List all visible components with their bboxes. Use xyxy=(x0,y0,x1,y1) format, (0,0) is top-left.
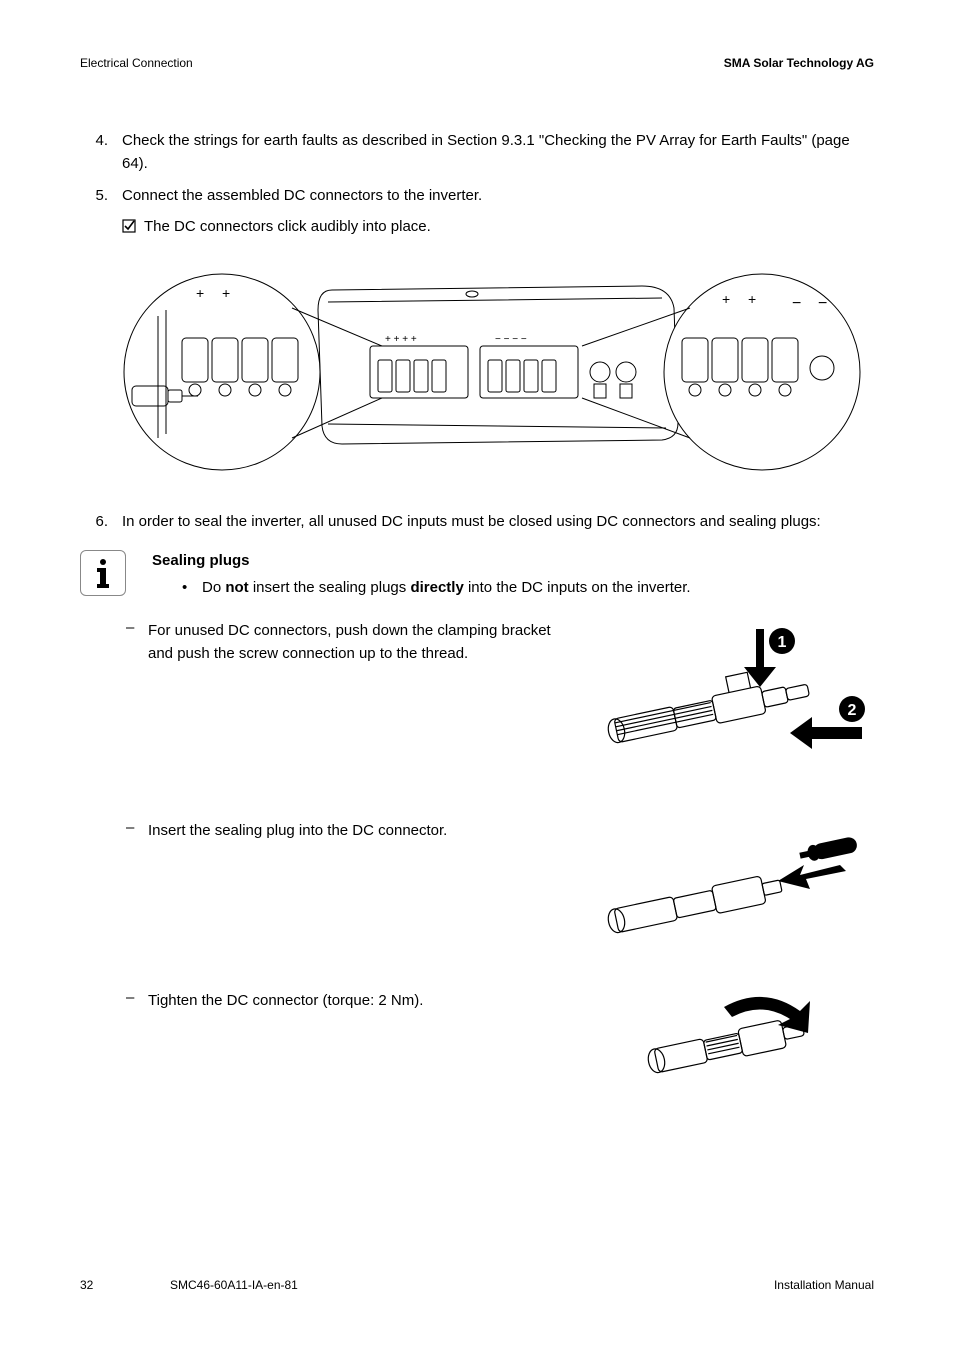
list-number: 5. xyxy=(80,185,122,238)
svg-text:+: + xyxy=(748,291,756,307)
footer-label: Installation Manual xyxy=(774,1278,874,1292)
connector-push-diagram: 1 2 xyxy=(594,619,874,799)
bullet-icon: • xyxy=(182,577,202,600)
dash-icon: – xyxy=(122,989,148,1006)
list-item-6: 6. In order to seal the inverter, all un… xyxy=(80,511,874,534)
tighten-diagram xyxy=(594,989,874,1099)
list-number: 6. xyxy=(80,511,122,534)
info-body: Sealing plugs • Do not insert the sealin… xyxy=(152,550,874,600)
svg-text:−: − xyxy=(792,295,801,312)
svg-text:+: + xyxy=(722,291,730,307)
minus-label: − − − − xyxy=(495,334,527,345)
svg-text:+: + xyxy=(222,285,230,301)
substep-text: For unused DC connectors, push down the … xyxy=(148,619,594,666)
header-section: Electrical Connection xyxy=(80,56,193,70)
inverter-connectors-diagram: + + + + − − − − + + + + − xyxy=(122,268,862,476)
dash-icon: – xyxy=(122,619,148,636)
svg-text:2: 2 xyxy=(848,702,857,719)
list-body: Connect the assembled DC connectors to t… xyxy=(122,185,874,238)
check-text: The DC connectors click audibly into pla… xyxy=(144,216,431,239)
substep-3: – Tighten the DC connector (torque: 2 Nm… xyxy=(122,989,874,1109)
svg-text:1: 1 xyxy=(778,634,787,651)
info-box: Sealing plugs • Do not insert the sealin… xyxy=(80,550,874,600)
svg-text:+: + xyxy=(196,285,204,301)
checkbox-checked-icon xyxy=(122,219,136,233)
substep-2: – Insert the sealing plug into the DC co… xyxy=(122,819,874,979)
info-title: Sealing plugs xyxy=(152,552,874,569)
list-text: Check the strings for earth faults as de… xyxy=(122,130,874,175)
footer-doc: SMC46-60A11-IA-en-81 xyxy=(170,1278,298,1292)
check-line: The DC connectors click audibly into pla… xyxy=(122,216,874,239)
page-footer: 32 SMC46-60A11-IA-en-81 Installation Man… xyxy=(80,1278,874,1292)
footer-page: 32 xyxy=(80,1278,93,1292)
sealing-plug-diagram xyxy=(594,819,874,969)
substep-text: Tighten the DC connector (torque: 2 Nm). xyxy=(148,989,594,1012)
svg-text:−: − xyxy=(818,295,827,312)
list-number: 4. xyxy=(80,130,122,175)
info-bullet: • Do not insert the sealing plugs direct… xyxy=(182,577,874,600)
plus-label: + + + + xyxy=(385,334,417,345)
list-item-4: 4. Check the strings for earth faults as… xyxy=(80,130,874,175)
header-company: SMA Solar Technology AG xyxy=(724,56,874,70)
list-item-5: 5. Connect the assembled DC connectors t… xyxy=(80,185,874,238)
list-text: In order to seal the inverter, all unuse… xyxy=(122,511,874,534)
substeps: – For unused DC connectors, push down th… xyxy=(122,619,874,1109)
dash-icon: – xyxy=(122,819,148,836)
list-text: Connect the assembled DC connectors to t… xyxy=(122,185,874,208)
substep-1: – For unused DC connectors, push down th… xyxy=(122,619,874,809)
substep-text: Insert the sealing plug into the DC conn… xyxy=(148,819,594,842)
page-header: Electrical Connection SMA Solar Technolo… xyxy=(80,56,874,70)
bullet-text: Do not insert the sealing plugs directly… xyxy=(202,577,691,600)
info-icon xyxy=(80,550,126,596)
